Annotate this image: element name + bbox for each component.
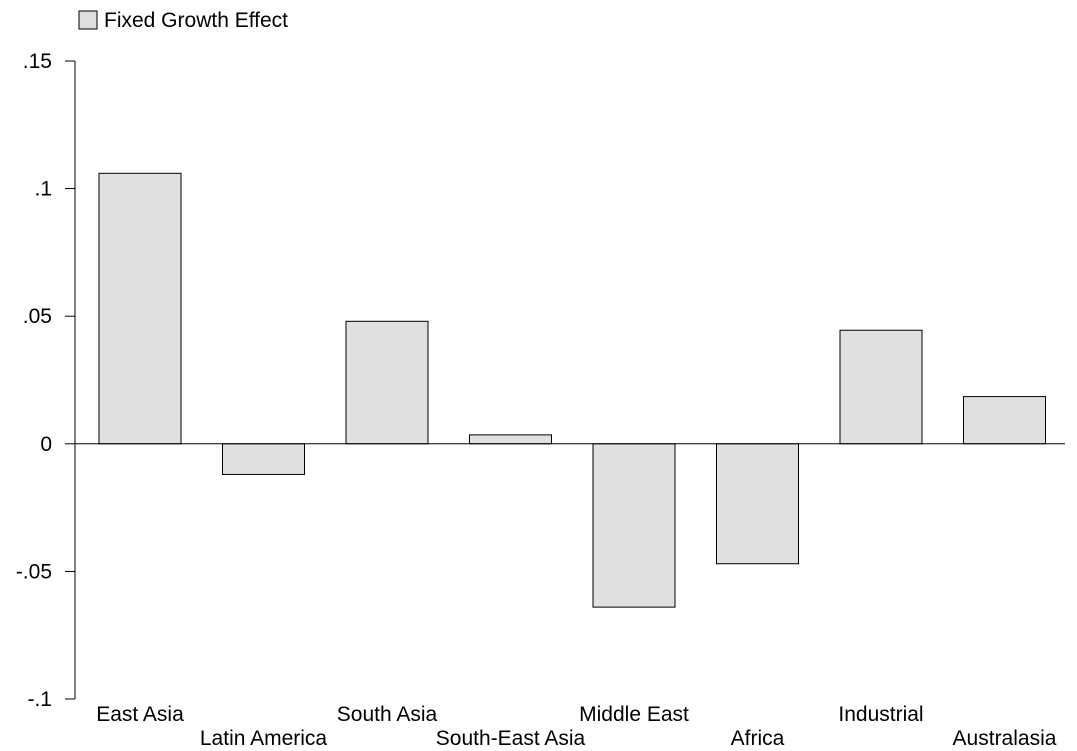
y-tick-label: -.1 [27,688,52,711]
bars [98,172,1046,608]
y-tick-label: .1 [34,178,52,201]
x-label-australasia: Australasia [953,727,1057,750]
y-tick-label: -.05 [16,560,52,583]
bar-latin-america [222,443,305,475]
bar-south-east-asia [469,434,552,445]
y-tick-label: .05 [23,305,52,328]
category-labels: East Asia Latin America South AsiaSouth-Ea… [96,703,1057,750]
bar-africa [716,443,799,565]
x-label-middle-east: Middle East [579,703,689,726]
bar-middle-east [592,443,676,608]
legend-label: Fixed Growth Effect [104,9,288,32]
bar-australasia [963,396,1046,445]
bar-industrial [839,329,923,445]
y-axis-ticks: .15 .1 .05 0 -.05 -.1 [16,50,75,711]
y-tick-label: 0 [40,433,52,456]
x-label-africa: Africa [731,727,785,750]
legend: Fixed Growth Effect [78,9,288,32]
x-label-south-east-asia: South-East Asia [436,727,586,750]
legend-swatch [78,10,98,30]
y-tick-label: .15 [23,50,52,73]
x-label-south-asia: South Asia [337,703,438,726]
x-label-latin-america: Latin America [200,727,328,750]
x-label-east-asia: East Asia [96,703,184,726]
bar-east-asia [98,172,182,445]
bar-south-asia [345,320,429,445]
x-label-industrial: Industrial [838,703,923,726]
